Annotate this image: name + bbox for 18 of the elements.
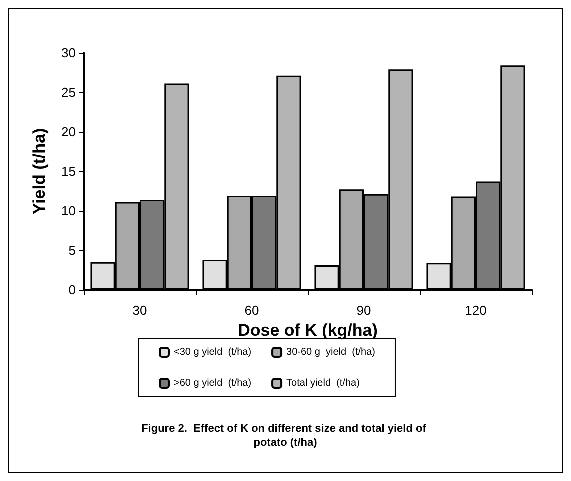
legend-label: <30 g yield (t/ha) xyxy=(174,347,252,358)
y-tick-label: 25 xyxy=(62,85,76,100)
y-tick-label: 20 xyxy=(62,124,76,140)
x-tick-label: 90 xyxy=(356,303,372,318)
y-axis-title: Yield (t/ha) xyxy=(30,128,49,215)
y-tick-label: 5 xyxy=(68,243,76,258)
text: Figure 2. Effect of K on different size and total yield of potato (t/ha) xyxy=(142,423,430,449)
legend-label: >60 g yield (t/ha) xyxy=(174,378,252,389)
y-tick-label: 15 xyxy=(62,164,76,179)
y-tick-label: 0 xyxy=(68,282,76,298)
legend-label: Total yield (t/ha) xyxy=(286,378,360,389)
y-tick-label: 30 xyxy=(62,46,76,60)
y-tick-label: 10 xyxy=(62,204,76,218)
legend-label: 30-60 g yield (t/ha) xyxy=(286,347,376,358)
x-tick-label: 60 xyxy=(244,303,260,318)
x-tick-label: 30 xyxy=(132,303,148,318)
x-tick-label: 120 xyxy=(465,303,487,318)
x-axis-title: Dose of K (kg/ha) xyxy=(238,320,378,340)
